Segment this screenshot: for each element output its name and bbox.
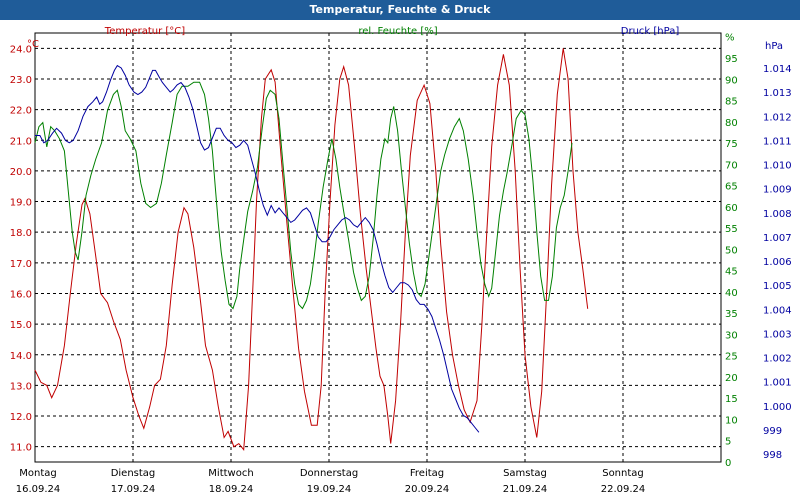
x-day-label: Montag — [19, 468, 56, 479]
x-date-label: 16.09.24 — [16, 484, 61, 495]
x-day-label: Donnerstag — [300, 468, 358, 479]
left-tick-label: 23.0 — [10, 75, 32, 86]
pressure-tick-label: 1.008 — [763, 209, 792, 220]
series-layer — [34, 48, 589, 451]
left-axis-unit: °C — [27, 39, 39, 50]
x-axis-ticks: Montag 16.09.24 Dienstag 17.09.24 Mittwoch 18… — [16, 468, 646, 495]
humidity-tick-label: 0 — [725, 458, 731, 469]
x-date-label: 18.09.24 — [209, 484, 254, 495]
series-line-temperature — [34, 48, 589, 451]
left-tick-label: 15.0 — [10, 320, 32, 331]
chart-grid — [35, 33, 721, 462]
pressure-tick-label: 1.004 — [763, 305, 792, 316]
humidity-tick-label: 90 — [725, 75, 738, 86]
humidity-tick-label: 40 — [725, 288, 738, 299]
legend-humidity: rel. Feuchte [%] — [358, 26, 437, 37]
series-line-pressure — [35, 64, 480, 433]
left-tick-label: 13.0 — [10, 381, 32, 392]
series-line-humidity — [34, 81, 573, 310]
x-day-label: Mittwoch — [208, 468, 253, 479]
plot-border — [34, 32, 722, 463]
pressure-tick-label: 1.014 — [763, 64, 792, 75]
pressure-tick-label: 1.013 — [763, 88, 792, 99]
pressure-axis-ticks: 998 999 1.000 1.001 1.002 1.003 1.004 1.005 1.00… — [763, 64, 792, 461]
humidity-axis-unit: % — [725, 33, 735, 44]
x-date-label: 17.09.24 — [111, 484, 156, 495]
legend-temperature: Temperatur [°C] — [104, 26, 185, 37]
left-tick-label: 11.0 — [10, 443, 32, 454]
humidity-tick-label: 10 — [725, 415, 738, 426]
x-day-label: Freitag — [410, 468, 444, 479]
pressure-tick-label: 1.010 — [763, 161, 792, 172]
pressure-tick-label: 1.005 — [763, 281, 792, 292]
pressure-tick-label: 1.011 — [763, 136, 792, 147]
pressure-tick-label: 1.003 — [763, 329, 792, 340]
window-title: Temperatur, Feuchte & Druck — [0, 0, 800, 20]
pressure-tick-label: 1.002 — [763, 354, 792, 365]
left-tick-label: 21.0 — [10, 136, 32, 147]
humidity-tick-label: 15 — [725, 394, 738, 405]
pressure-tick-label: 998 — [763, 450, 782, 461]
humidity-tick-label: 5 — [725, 437, 731, 448]
x-date-label: 21.09.24 — [503, 484, 548, 495]
humidity-tick-label: 95 — [725, 54, 738, 65]
left-tick-label: 17.0 — [10, 259, 32, 270]
pressure-tick-label: 1.007 — [763, 233, 792, 244]
left-tick-label: 20.0 — [10, 167, 32, 178]
humidity-tick-label: 55 — [725, 224, 738, 235]
left-axis-ticks: 11.0 12.0 13.0 14.0 15.0 16.0 17.0 18.0 19.0 20.0… — [10, 44, 32, 453]
humidity-tick-label: 60 — [725, 203, 738, 214]
humidity-tick-label: 85 — [725, 97, 738, 108]
pressure-tick-label: 1.009 — [763, 185, 792, 196]
humidity-tick-label: 50 — [725, 245, 738, 256]
humidity-tick-label: 30 — [725, 330, 738, 341]
weather-chart: 11.0 12.0 13.0 14.0 15.0 16.0 17.0 18.0 19.0 20.0… — [10, 26, 792, 495]
pressure-tick-label: 1.001 — [763, 378, 792, 389]
pressure-tick-label: 1.012 — [763, 112, 792, 123]
humidity-tick-label: 70 — [725, 160, 738, 171]
humidity-tick-label: 80 — [725, 118, 738, 129]
legend-pressure: Druck [hPa] — [621, 26, 680, 37]
x-date-label: 19.09.24 — [307, 484, 352, 495]
humidity-tick-label: 20 — [725, 373, 738, 384]
humidity-tick-label: 45 — [725, 267, 738, 278]
humidity-tick-label: 65 — [725, 182, 738, 193]
x-date-label: 22.09.24 — [601, 484, 646, 495]
left-tick-label: 18.0 — [10, 228, 32, 239]
left-tick-label: 14.0 — [10, 351, 32, 362]
x-date-label: 20.09.24 — [405, 484, 450, 495]
pressure-tick-label: 1.006 — [763, 257, 792, 268]
left-tick-label: 24.0 — [10, 44, 32, 55]
pressure-tick-label: 999 — [763, 426, 782, 437]
pressure-tick-label: 1.000 — [763, 402, 792, 413]
left-tick-label: 22.0 — [10, 106, 32, 117]
pressure-axis-unit: hPa — [765, 41, 783, 52]
x-day-label: Samstag — [503, 468, 547, 479]
x-day-label: Sonntag — [602, 468, 644, 479]
left-tick-label: 12.0 — [10, 412, 32, 423]
x-day-label: Dienstag — [111, 468, 156, 479]
left-tick-label: 16.0 — [10, 289, 32, 300]
humidity-axis-ticks: 0 5 10 15 20 25 30 35 40 45 50 55 60 65 70 75 80 85 90 95% — [725, 33, 738, 469]
humidity-tick-label: 25 — [725, 352, 738, 363]
humidity-tick-label: 75 — [725, 139, 738, 150]
humidity-tick-label: 35 — [725, 309, 738, 320]
left-tick-label: 19.0 — [10, 198, 32, 209]
